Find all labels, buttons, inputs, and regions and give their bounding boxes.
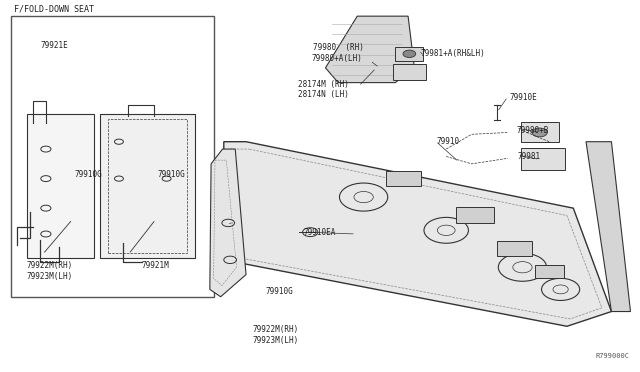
FancyBboxPatch shape <box>100 114 195 258</box>
Polygon shape <box>224 142 611 326</box>
Text: R799000C: R799000C <box>596 353 630 359</box>
Text: 79910G: 79910G <box>265 287 293 296</box>
Text: 79910EA: 79910EA <box>304 228 336 237</box>
Bar <box>497 241 532 256</box>
Bar <box>535 265 564 278</box>
FancyBboxPatch shape <box>396 47 423 61</box>
Circle shape <box>532 128 547 137</box>
FancyBboxPatch shape <box>521 148 565 170</box>
Text: 79923M(LH): 79923M(LH) <box>27 272 73 281</box>
Text: 79981: 79981 <box>517 152 541 161</box>
Text: 79922M(RH): 79922M(RH) <box>252 326 299 334</box>
Text: F/FOLD-DOWN SEAT: F/FOLD-DOWN SEAT <box>14 4 94 13</box>
Text: 79910G: 79910G <box>157 170 185 179</box>
Text: 79921M: 79921M <box>141 261 169 270</box>
Text: 79922M(RH): 79922M(RH) <box>27 261 73 270</box>
Text: 79980  (RH): 79980 (RH) <box>313 43 364 52</box>
Text: 79923M(LH): 79923M(LH) <box>252 336 299 345</box>
Text: 79980+A(LH): 79980+A(LH) <box>312 54 362 63</box>
Text: 79981+A(RH&LH): 79981+A(RH&LH) <box>420 49 486 58</box>
Text: 79910G: 79910G <box>74 170 102 179</box>
FancyBboxPatch shape <box>27 114 93 258</box>
Text: 28174N (LH): 28174N (LH) <box>298 90 348 99</box>
Circle shape <box>403 50 416 58</box>
Text: 28174M (RH): 28174M (RH) <box>298 80 348 89</box>
Bar <box>11 16 214 297</box>
Bar <box>456 208 494 223</box>
Polygon shape <box>326 16 415 83</box>
Bar <box>386 171 420 186</box>
Text: 79910E: 79910E <box>509 93 538 102</box>
Text: 79921E: 79921E <box>41 41 68 50</box>
FancyBboxPatch shape <box>521 122 559 142</box>
FancyBboxPatch shape <box>393 64 426 80</box>
Text: 79980+B: 79980+B <box>516 126 548 135</box>
Text: 79910: 79910 <box>436 137 460 146</box>
Polygon shape <box>210 149 246 297</box>
Polygon shape <box>586 142 630 311</box>
